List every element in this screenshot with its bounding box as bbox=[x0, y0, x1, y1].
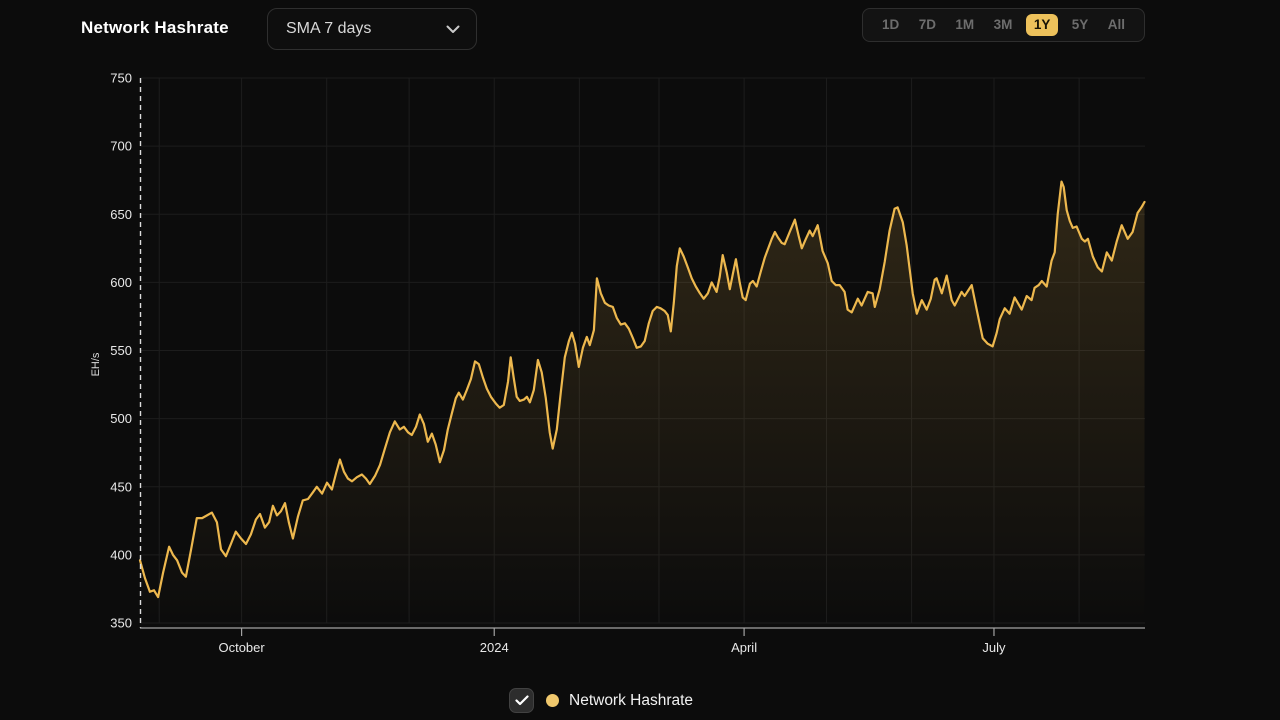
y-tick-label: 400 bbox=[110, 547, 132, 562]
chevron-down-icon bbox=[446, 25, 460, 33]
range-button-5y[interactable]: 5Y bbox=[1071, 17, 1089, 33]
y-axis-unit-label: EH/s bbox=[90, 352, 102, 376]
range-button-1d[interactable]: 1D bbox=[882, 17, 900, 33]
range-button-3m[interactable]: 3M bbox=[993, 17, 1013, 33]
hashrate-chart[interactable]: 350 400 450 500 550 600 650 700 750 October 2024 Ap… bbox=[0, 0, 1280, 680]
series-color-dot-icon bbox=[546, 694, 559, 707]
sma-dropdown-value: SMA 7 days bbox=[286, 20, 372, 37]
range-button-1m[interactable]: 1M bbox=[955, 17, 975, 33]
range-button-1y[interactable]: 1Y bbox=[1025, 14, 1059, 36]
y-tick-label: 450 bbox=[110, 479, 132, 494]
y-tick-label: 600 bbox=[110, 275, 132, 290]
hashrate-line bbox=[138, 180, 1146, 599]
hashrate-area-fill bbox=[140, 181, 1145, 623]
legend-series-label: Network Hashrate bbox=[569, 691, 694, 709]
page-title: Network Hashrate bbox=[81, 18, 229, 37]
legend-checkbox[interactable] bbox=[509, 688, 534, 713]
sma-dropdown[interactable]: SMA 7 days bbox=[267, 8, 477, 50]
y-tick-label: 700 bbox=[110, 139, 132, 154]
y-tick-label: 750 bbox=[110, 71, 132, 86]
range-button-all[interactable]: All bbox=[1107, 17, 1125, 33]
legend: Network Hashrate bbox=[509, 688, 693, 713]
y-tick-label: 650 bbox=[110, 207, 132, 222]
y-tick-label: 550 bbox=[110, 343, 132, 358]
range-button-7d[interactable]: 7D bbox=[918, 17, 936, 33]
x-tick-label: October bbox=[218, 640, 265, 655]
x-tick-label: April bbox=[731, 640, 757, 655]
time-range-selector: 1D 7D 1M 3M 1Y 5Y All bbox=[862, 8, 1145, 42]
y-tick-label: 350 bbox=[110, 616, 132, 631]
x-tick-label: 2024 bbox=[480, 640, 509, 655]
y-tick-label: 500 bbox=[110, 411, 132, 426]
x-tick-label: July bbox=[982, 640, 1006, 655]
checkmark-icon bbox=[514, 695, 529, 706]
